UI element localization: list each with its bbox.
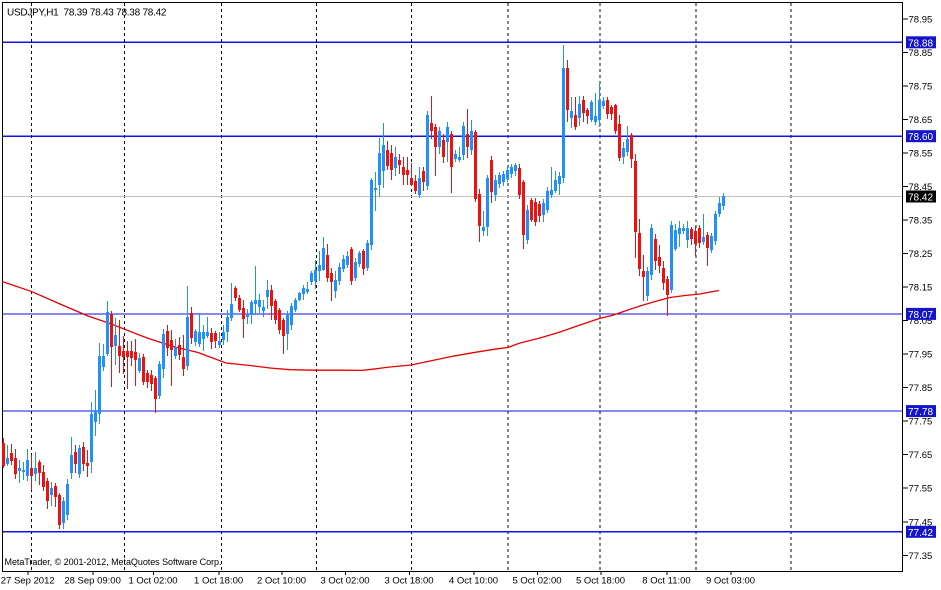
svg-text:2 Oct 10:00: 2 Oct 10:00 (257, 576, 306, 587)
svg-text:77.45: 77.45 (909, 517, 933, 528)
svg-text:78.85: 78.85 (909, 48, 933, 59)
svg-text:5 Oct 02:00: 5 Oct 02:00 (512, 576, 561, 587)
svg-text:78.05: 78.05 (909, 316, 933, 327)
svg-text:78.60: 78.60 (908, 132, 933, 143)
svg-text:77.55: 77.55 (909, 484, 933, 495)
svg-text:78.55: 78.55 (909, 148, 933, 159)
svg-text:78.35: 78.35 (909, 216, 933, 227)
svg-text:3 Oct 18:00: 3 Oct 18:00 (384, 576, 433, 587)
svg-text:MetaTrader, © 2001-2012, MetaQ: MetaTrader, © 2001-2012, MetaQuotes Soft… (5, 557, 222, 567)
svg-text:77.42: 77.42 (908, 528, 933, 539)
svg-text:78.15: 78.15 (909, 283, 933, 294)
svg-text:8 Oct 11:00: 8 Oct 11:00 (642, 576, 690, 587)
svg-text:1 Oct 18:00: 1 Oct 18:00 (194, 576, 243, 587)
svg-text:28 Sep 09:00: 28 Sep 09:00 (64, 576, 121, 587)
svg-text:77.85: 77.85 (909, 383, 933, 394)
svg-text:78.75: 78.75 (909, 81, 933, 92)
svg-text:78.07: 78.07 (908, 310, 933, 321)
svg-text:78.25: 78.25 (909, 249, 933, 260)
svg-text:3 Oct 02:00: 3 Oct 02:00 (320, 576, 369, 587)
svg-text:77.65: 77.65 (909, 450, 933, 461)
svg-text:77.75: 77.75 (909, 417, 933, 428)
svg-text:1 Oct 02:00: 1 Oct 02:00 (128, 576, 177, 587)
svg-text:78.88: 78.88 (908, 38, 933, 49)
svg-text:78.95: 78.95 (909, 14, 933, 25)
svg-text:77.95: 77.95 (909, 350, 933, 361)
svg-text:5 Oct 18:00: 5 Oct 18:00 (576, 576, 625, 587)
svg-text:9 Oct 03:00: 9 Oct 03:00 (706, 576, 755, 587)
svg-text:78.45: 78.45 (909, 182, 933, 193)
svg-text:77.35: 77.35 (909, 551, 933, 562)
svg-text:27 Sep 2012: 27 Sep 2012 (1, 576, 55, 587)
svg-text:78.65: 78.65 (909, 115, 933, 126)
svg-text:USDJPY,H1 78.39 78.43 78.38 7: USDJPY,H1 78.39 78.43 78.38 78.42 (7, 8, 167, 19)
svg-text:4 Oct 10:00: 4 Oct 10:00 (449, 576, 498, 587)
svg-text:78.42: 78.42 (908, 193, 933, 204)
svg-text:77.78: 77.78 (908, 407, 933, 418)
